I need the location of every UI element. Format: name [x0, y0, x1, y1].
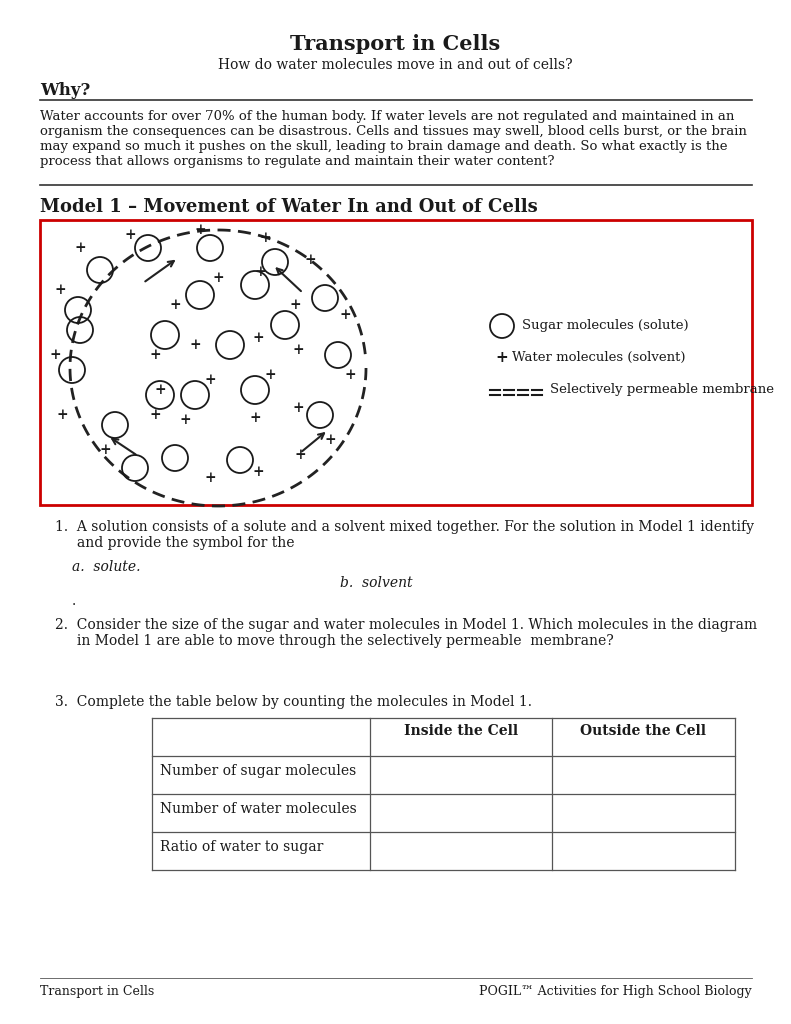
- Text: +: +: [74, 241, 85, 255]
- Text: +: +: [294, 449, 306, 462]
- Text: Number of sugar molecules: Number of sugar molecules: [160, 764, 356, 778]
- Text: +: +: [305, 253, 316, 267]
- Text: a.  solute.: a. solute.: [72, 560, 141, 574]
- Text: in Model 1 are able to move through the selectively permeable  membrane?: in Model 1 are able to move through the …: [55, 634, 614, 648]
- Text: +: +: [180, 413, 191, 427]
- Text: +: +: [496, 350, 509, 366]
- Text: +: +: [149, 408, 161, 422]
- Text: +: +: [194, 223, 206, 237]
- Text: +: +: [252, 465, 264, 479]
- Text: Transport in Cells: Transport in Cells: [290, 34, 500, 54]
- Text: How do water molecules move in and out of cells?: How do water molecules move in and out o…: [218, 58, 573, 72]
- Text: +: +: [204, 471, 216, 485]
- Text: +: +: [252, 331, 264, 345]
- Text: +: +: [56, 408, 68, 422]
- Text: +: +: [292, 343, 304, 357]
- Text: +: +: [169, 298, 181, 312]
- Text: +: +: [324, 433, 336, 447]
- Text: +: +: [124, 228, 136, 242]
- Text: +: +: [189, 338, 201, 352]
- Text: +: +: [290, 298, 301, 312]
- Text: Transport in Cells: Transport in Cells: [40, 985, 154, 998]
- Text: +: +: [99, 443, 111, 457]
- Text: +: +: [254, 265, 266, 279]
- Text: Model 1 – Movement of Water In and Out of Cells: Model 1 – Movement of Water In and Out o…: [40, 198, 538, 216]
- Text: +: +: [259, 231, 271, 245]
- Text: +: +: [55, 283, 66, 297]
- Text: +: +: [49, 348, 61, 362]
- Text: +: +: [264, 368, 276, 382]
- Text: and provide the symbol for the: and provide the symbol for the: [55, 536, 294, 550]
- Text: Sugar molecules (solute): Sugar molecules (solute): [522, 319, 689, 332]
- Text: Water molecules (solvent): Water molecules (solvent): [512, 351, 686, 364]
- Text: Why?: Why?: [40, 82, 90, 99]
- Text: 2.  Consider the size of the sugar and water molecules in Model 1. Which molecul: 2. Consider the size of the sugar and wa…: [55, 618, 757, 632]
- Text: +: +: [212, 271, 224, 285]
- Text: Outside the Cell: Outside the Cell: [581, 724, 706, 738]
- Text: Inside the Cell: Inside the Cell: [404, 724, 518, 738]
- Text: 3.  Complete the table below by counting the molecules in Model 1.: 3. Complete the table below by counting …: [55, 695, 532, 709]
- Text: +: +: [149, 348, 161, 362]
- Bar: [40, 220, 752, 505]
- Text: +: +: [292, 401, 304, 415]
- Text: Selectively permeable membrane: Selectively permeable membrane: [550, 383, 774, 396]
- Text: Number of water molecules: Number of water molecules: [160, 802, 357, 816]
- Text: +: +: [154, 383, 166, 397]
- Text: 1.  A solution consists of a solute and a solvent mixed together. For the soluti: 1. A solution consists of a solute and a…: [55, 520, 754, 534]
- Text: POGIL™ Activities for High School Biology: POGIL™ Activities for High School Biolog…: [479, 985, 752, 998]
- Text: Ratio of water to sugar: Ratio of water to sugar: [160, 840, 324, 854]
- Text: b.  solvent: b. solvent: [340, 575, 413, 590]
- Text: .: .: [72, 594, 76, 608]
- Text: +: +: [339, 308, 351, 322]
- Text: +: +: [204, 373, 216, 387]
- Text: Water accounts for over 70% of the human body. If water levels are not regulated: Water accounts for over 70% of the human…: [40, 110, 747, 168]
- Text: +: +: [344, 368, 356, 382]
- Text: +: +: [249, 411, 261, 425]
